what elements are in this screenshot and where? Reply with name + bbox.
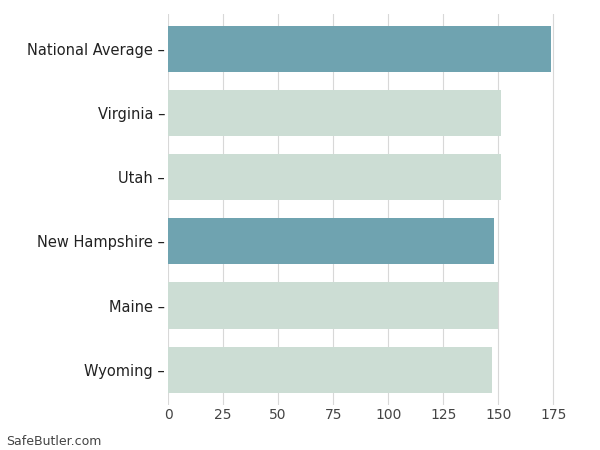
Bar: [168, 283, 499, 328]
Bar: [168, 90, 500, 136]
Bar: [168, 154, 500, 200]
Bar: [168, 26, 551, 72]
Bar: [168, 218, 494, 265]
Text: SafeButler.com: SafeButler.com: [6, 435, 101, 448]
Bar: [168, 346, 492, 393]
